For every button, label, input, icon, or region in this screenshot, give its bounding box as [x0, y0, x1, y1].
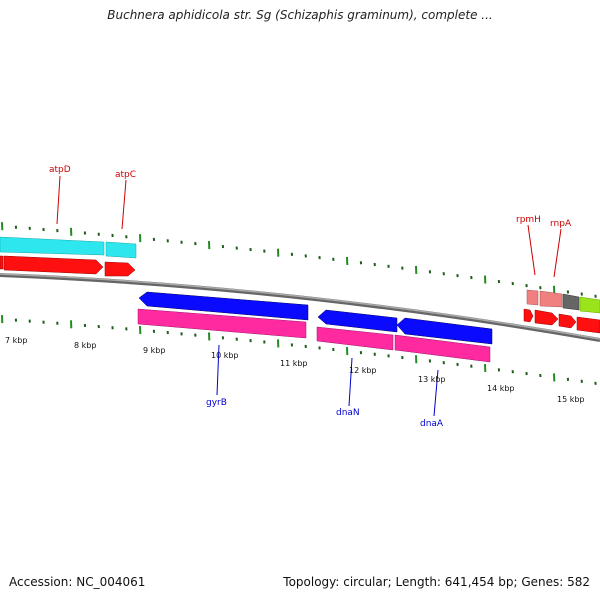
tick-label-12kbp: 12 kbp — [349, 366, 377, 375]
atpD-leader — [56, 175, 61, 225]
topology-text: Topology: circular; Length: 641,454 bp; … — [283, 575, 590, 589]
tick-label-10kbp: 10 kbp — [211, 351, 239, 360]
atpD-cds-arrow[interactable] — [3, 255, 104, 275]
dnaN-label: dnaN — [336, 408, 360, 418]
map-title: Buchnera aphidicola str. Sg (Schizaphis … — [107, 8, 493, 22]
outer-tick-row — [1, 222, 597, 298]
dnaA-label: dnaA — [420, 419, 444, 429]
tick-label-11kbp: 11 kbp — [280, 359, 308, 368]
tick-label-13kbp: 13 kbp — [418, 375, 446, 384]
tick-label-7kbp: 7 kbp — [5, 336, 27, 345]
rnpA-feature[interactable] — [539, 290, 563, 308]
dnaN-feature[interactable] — [316, 326, 394, 351]
tick-label-14kbp: 14 kbp — [487, 384, 515, 393]
dnaA-leader — [433, 369, 439, 417]
rnpA-leader — [553, 228, 562, 278]
gyrB-label: gyrB — [206, 398, 227, 408]
rpmH-label: rpmH — [516, 215, 541, 225]
cds-arrow-4[interactable] — [576, 316, 600, 334]
tick-label-9kbp: 9 kbp — [143, 346, 165, 355]
atpC-cds-arrow[interactable] — [104, 261, 136, 277]
gyrB-leader — [216, 344, 220, 396]
cds-arrow-3[interactable] — [558, 313, 577, 329]
genome-backbone — [0, 273, 600, 342]
gyrB-feature[interactable] — [137, 308, 307, 339]
atpC-label: atpC — [115, 170, 136, 180]
atpC-leader — [121, 179, 127, 230]
atpD-label: atpD — [49, 165, 71, 175]
dnaN-leader — [348, 357, 353, 407]
lime-feature[interactable] — [579, 296, 600, 314]
rpmH-cds-arrow[interactable] — [523, 308, 534, 323]
rnpA-label: rnpA — [550, 219, 572, 229]
atpD-cds-arrow-left[interactable] — [0, 255, 4, 270]
atpC-feature[interactable] — [105, 241, 137, 259]
dnaA-cds-arrow[interactable] — [396, 317, 493, 345]
gyrB-cds-arrow[interactable] — [138, 291, 309, 321]
grey-feature[interactable] — [562, 293, 580, 311]
tick-label-15kbp: 15 kbp — [557, 395, 585, 404]
genome-backbone-highlight — [0, 273, 600, 340]
rnpA-cds-arrow[interactable] — [534, 309, 559, 326]
rpmH-leader — [527, 224, 536, 276]
accession-text: Accession: NC_004061 — [9, 575, 146, 589]
inner-tick-row — [1, 315, 597, 385]
rpmH-feature[interactable] — [526, 289, 539, 306]
tick-label-8kbp: 8 kbp — [74, 341, 96, 350]
dnaA-feature[interactable] — [394, 334, 491, 363]
atpD-feature[interactable] — [0, 236, 105, 256]
